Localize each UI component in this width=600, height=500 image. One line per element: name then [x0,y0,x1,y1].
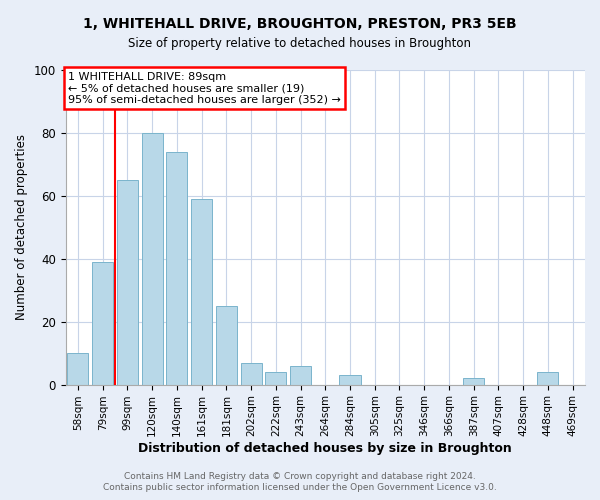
Text: Contains public sector information licensed under the Open Government Licence v3: Contains public sector information licen… [103,484,497,492]
Bar [241,362,262,384]
Y-axis label: Number of detached properties: Number of detached properties [15,134,28,320]
Bar [340,375,361,384]
Bar [538,372,559,384]
Bar [142,133,163,384]
X-axis label: Distribution of detached houses by size in Broughton: Distribution of detached houses by size … [139,442,512,455]
Bar [265,372,286,384]
Bar [67,353,88,384]
Text: Size of property relative to detached houses in Broughton: Size of property relative to detached ho… [128,38,472,51]
Text: 1, WHITEHALL DRIVE, BROUGHTON, PRESTON, PR3 5EB: 1, WHITEHALL DRIVE, BROUGHTON, PRESTON, … [83,18,517,32]
Bar [191,199,212,384]
Text: 1 WHITEHALL DRIVE: 89sqm
← 5% of detached houses are smaller (19)
95% of semi-de: 1 WHITEHALL DRIVE: 89sqm ← 5% of detache… [68,72,341,105]
Bar [290,366,311,384]
Bar [463,378,484,384]
Bar [92,262,113,384]
Bar [166,152,187,384]
Bar [117,180,138,384]
Bar [216,306,237,384]
Text: Contains HM Land Registry data © Crown copyright and database right 2024.: Contains HM Land Registry data © Crown c… [124,472,476,481]
